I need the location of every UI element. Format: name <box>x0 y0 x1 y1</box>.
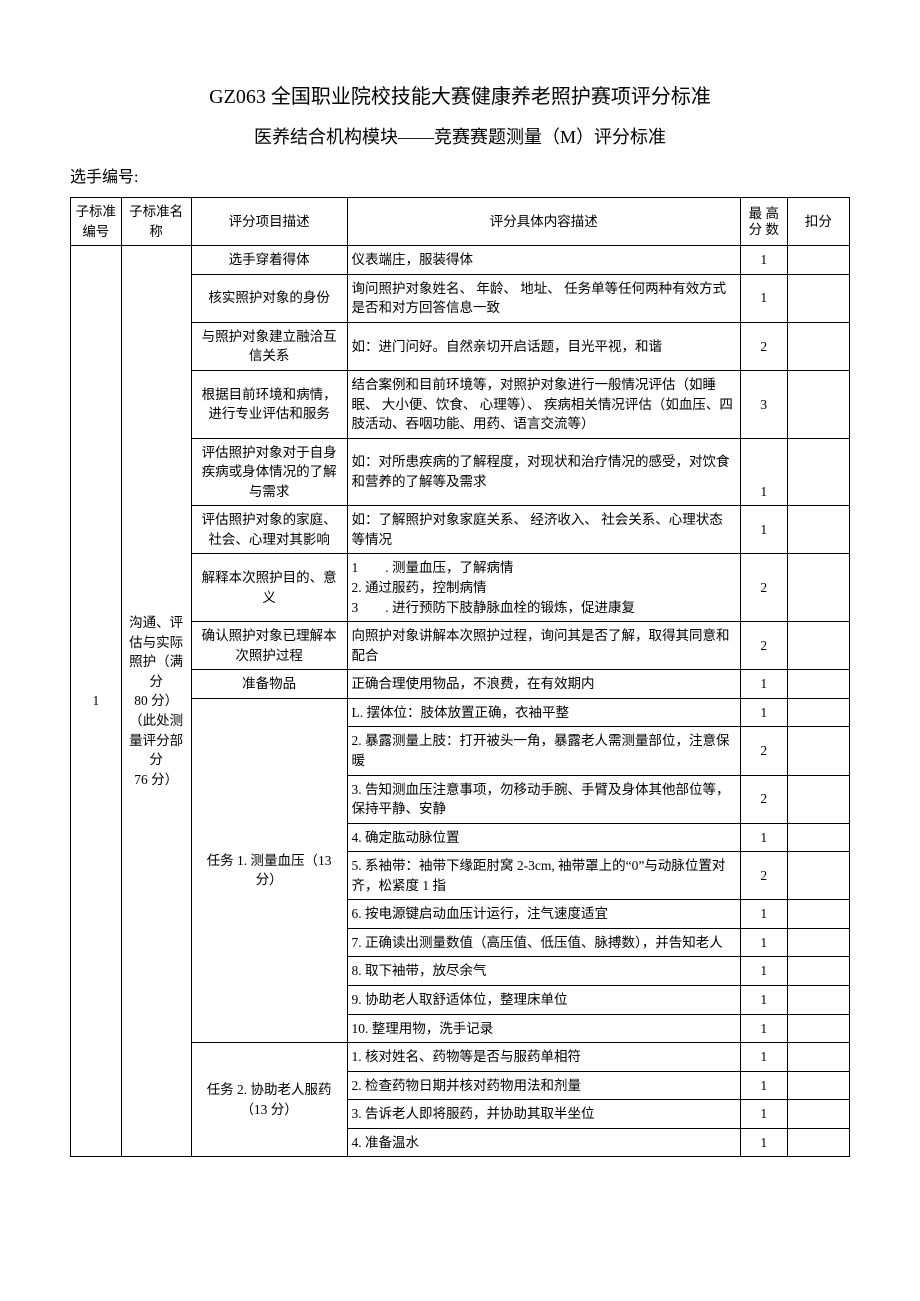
hdr-max-l1: 最 高 <box>749 206 779 221</box>
deduct-cell <box>787 506 849 554</box>
sub-title: 医养结合机构模块——竞赛赛题测量（M）评分标准 <box>70 123 850 149</box>
item-desc: 核实照护对象的身份 <box>191 274 347 322</box>
detail-text: 8. 取下袖带，放尽余气 <box>347 957 740 986</box>
max-score: 1 <box>740 506 787 554</box>
max-score: 2 <box>740 852 787 900</box>
detail-text: 6. 按电源键启动血压计运行，注气速度适宜 <box>347 900 740 929</box>
table-row: 1 沟通、评估与实际照护（满分 80 分） （此处测量评分部分 76 分） 选手… <box>71 246 850 275</box>
max-score: 1 <box>740 1128 787 1157</box>
max-score: 1 <box>740 823 787 852</box>
detail-text: 5. 系袖带：袖带下缘距肘窝 2-3cm, 袖带罩上的“0”与动脉位置对齐，松紧… <box>347 852 740 900</box>
max-score: 2 <box>740 727 787 775</box>
deduct-cell <box>787 1100 849 1129</box>
max-score: 1 <box>740 246 787 275</box>
item-desc: 选手穿着得体 <box>191 246 347 275</box>
hdr-sub-name: 子标准名称 <box>121 198 191 246</box>
item-desc: 评估照护对象的家庭、社会、心理对其影响 <box>191 506 347 554</box>
deduct-cell <box>787 274 849 322</box>
hdr-sub-id: 子标准编号 <box>71 198 122 246</box>
group-name: 沟通、评估与实际照护（满分 80 分） （此处测量评分部分 76 分） <box>121 246 191 1157</box>
detail-text: 如：进门问好。自然亲切开启话题，目光平视，和谐 <box>347 322 740 370</box>
max-score: 2 <box>740 554 787 622</box>
deduct-cell <box>787 775 849 823</box>
max-score: 3 <box>740 370 787 438</box>
header-row: 子标准编号 子标准名称 评分项目描述 评分具体内容描述 最 高 分 数 扣分 <box>71 198 850 246</box>
max-score: 2 <box>740 775 787 823</box>
deduct-cell <box>787 986 849 1015</box>
scoring-table: 子标准编号 子标准名称 评分项目描述 评分具体内容描述 最 高 分 数 扣分 1… <box>70 197 850 1157</box>
hdr-max: 最 高 分 数 <box>740 198 787 246</box>
deduct-cell <box>787 1043 849 1072</box>
max-score: 1 <box>740 438 787 506</box>
deduct-cell <box>787 1014 849 1043</box>
deduct-cell <box>787 698 849 727</box>
deduct-cell <box>787 928 849 957</box>
detail-text: 2. 暴露测量上肢：打开被头一角，暴露老人需测量部位，注意保暖 <box>347 727 740 775</box>
detail-text: 4. 准备温水 <box>347 1128 740 1157</box>
contestant-label: 选手编号: <box>70 163 850 187</box>
max-score: 1 <box>740 900 787 929</box>
item-desc: 解释本次照护目的、意义 <box>191 554 347 622</box>
max-score: 2 <box>740 322 787 370</box>
deduct-cell <box>787 823 849 852</box>
detail-text: 向照护对象讲解本次照护过程，询问其是否了解，取得其同意和配合 <box>347 622 740 670</box>
max-score: 1 <box>740 928 787 957</box>
max-score: 1 <box>740 274 787 322</box>
task1-item: 任务 1. 测量血压（13 分） <box>191 698 347 1042</box>
detail-text: 结合案例和目前环境等，对照护对象进行一般情况评估（如睡眠、 大小便、饮食、 心理… <box>347 370 740 438</box>
deduct-cell <box>787 246 849 275</box>
detail-text: 如：对所患疾病的了解程度，对现状和治疗情况的感受，对饮食和营养的了解等及需求 <box>347 438 740 506</box>
detail-text: 1 . 测量血压，了解病情 2. 通过服药，控制病情 3 . 进行预防下肢静脉血… <box>347 554 740 622</box>
item-desc: 确认照护对象已理解本次照护过程 <box>191 622 347 670</box>
detail-text: 如：了解照护对象家庭关系、 经济收入、 社会关系、心理状态等情况 <box>347 506 740 554</box>
deduct-cell <box>787 554 849 622</box>
max-score: 1 <box>740 986 787 1015</box>
detail-text: 正确合理使用物品，不浪费，在有效期内 <box>347 670 740 699</box>
detail-text: 9. 协助老人取舒适体位，整理床单位 <box>347 986 740 1015</box>
deduct-cell <box>787 438 849 506</box>
detail-text: 仪表端庄，服装得体 <box>347 246 740 275</box>
item-desc: 与照护对象建立融洽互信关系 <box>191 322 347 370</box>
task2-item: 任务 2. 协助老人服药（13 分） <box>191 1043 347 1157</box>
detail-text: 4. 确定肱动脉位置 <box>347 823 740 852</box>
item-desc: 准备物品 <box>191 670 347 699</box>
max-score: 1 <box>740 1071 787 1100</box>
hdr-item-desc: 评分项目描述 <box>191 198 347 246</box>
group-id: 1 <box>71 246 122 1157</box>
deduct-cell <box>787 322 849 370</box>
item-desc: 评估照护对象对于自身疾病或身体情况的了解与需求 <box>191 438 347 506</box>
deduct-cell <box>787 852 849 900</box>
max-score: 1 <box>740 698 787 727</box>
deduct-cell <box>787 622 849 670</box>
detail-text: 3. 告知测血压注意事项，勿移动手腕、手臂及身体其他部位等，保持平静、安静 <box>347 775 740 823</box>
detail-text: 7. 正确读出测量数值（高压值、低压值、脉搏数），并告知老人 <box>347 928 740 957</box>
deduct-cell <box>787 670 849 699</box>
main-title: GZ063 全国职业院校技能大赛健康养老照护赛项评分标准 <box>70 80 850 109</box>
item-desc: 根据目前环境和病情，进行专业评估和服务 <box>191 370 347 438</box>
deduct-cell <box>787 900 849 929</box>
hdr-detail: 评分具体内容描述 <box>347 198 740 246</box>
detail-text: 3. 告诉老人即将服药，并协助其取半坐位 <box>347 1100 740 1129</box>
hdr-max-l2: 分 数 <box>749 222 779 237</box>
detail-text: 10. 整理用物，洗手记录 <box>347 1014 740 1043</box>
max-score: 1 <box>740 670 787 699</box>
max-score: 1 <box>740 1043 787 1072</box>
detail-text: 1. 核对姓名、药物等是否与服药单相符 <box>347 1043 740 1072</box>
max-score: 1 <box>740 957 787 986</box>
hdr-deduct: 扣分 <box>787 198 849 246</box>
deduct-cell <box>787 1071 849 1100</box>
max-score: 2 <box>740 622 787 670</box>
deduct-cell <box>787 1128 849 1157</box>
detail-text: 2. 检查药物日期并核对药物用法和剂量 <box>347 1071 740 1100</box>
detail-text: L. 摆体位：肢体放置正确，衣袖平整 <box>347 698 740 727</box>
deduct-cell <box>787 727 849 775</box>
max-score: 1 <box>740 1014 787 1043</box>
deduct-cell <box>787 370 849 438</box>
deduct-cell <box>787 957 849 986</box>
detail-text: 询问照护对象姓名、 年龄、 地址、 任务单等任何两种有效方式是否和对方回答信息一… <box>347 274 740 322</box>
max-score: 1 <box>740 1100 787 1129</box>
